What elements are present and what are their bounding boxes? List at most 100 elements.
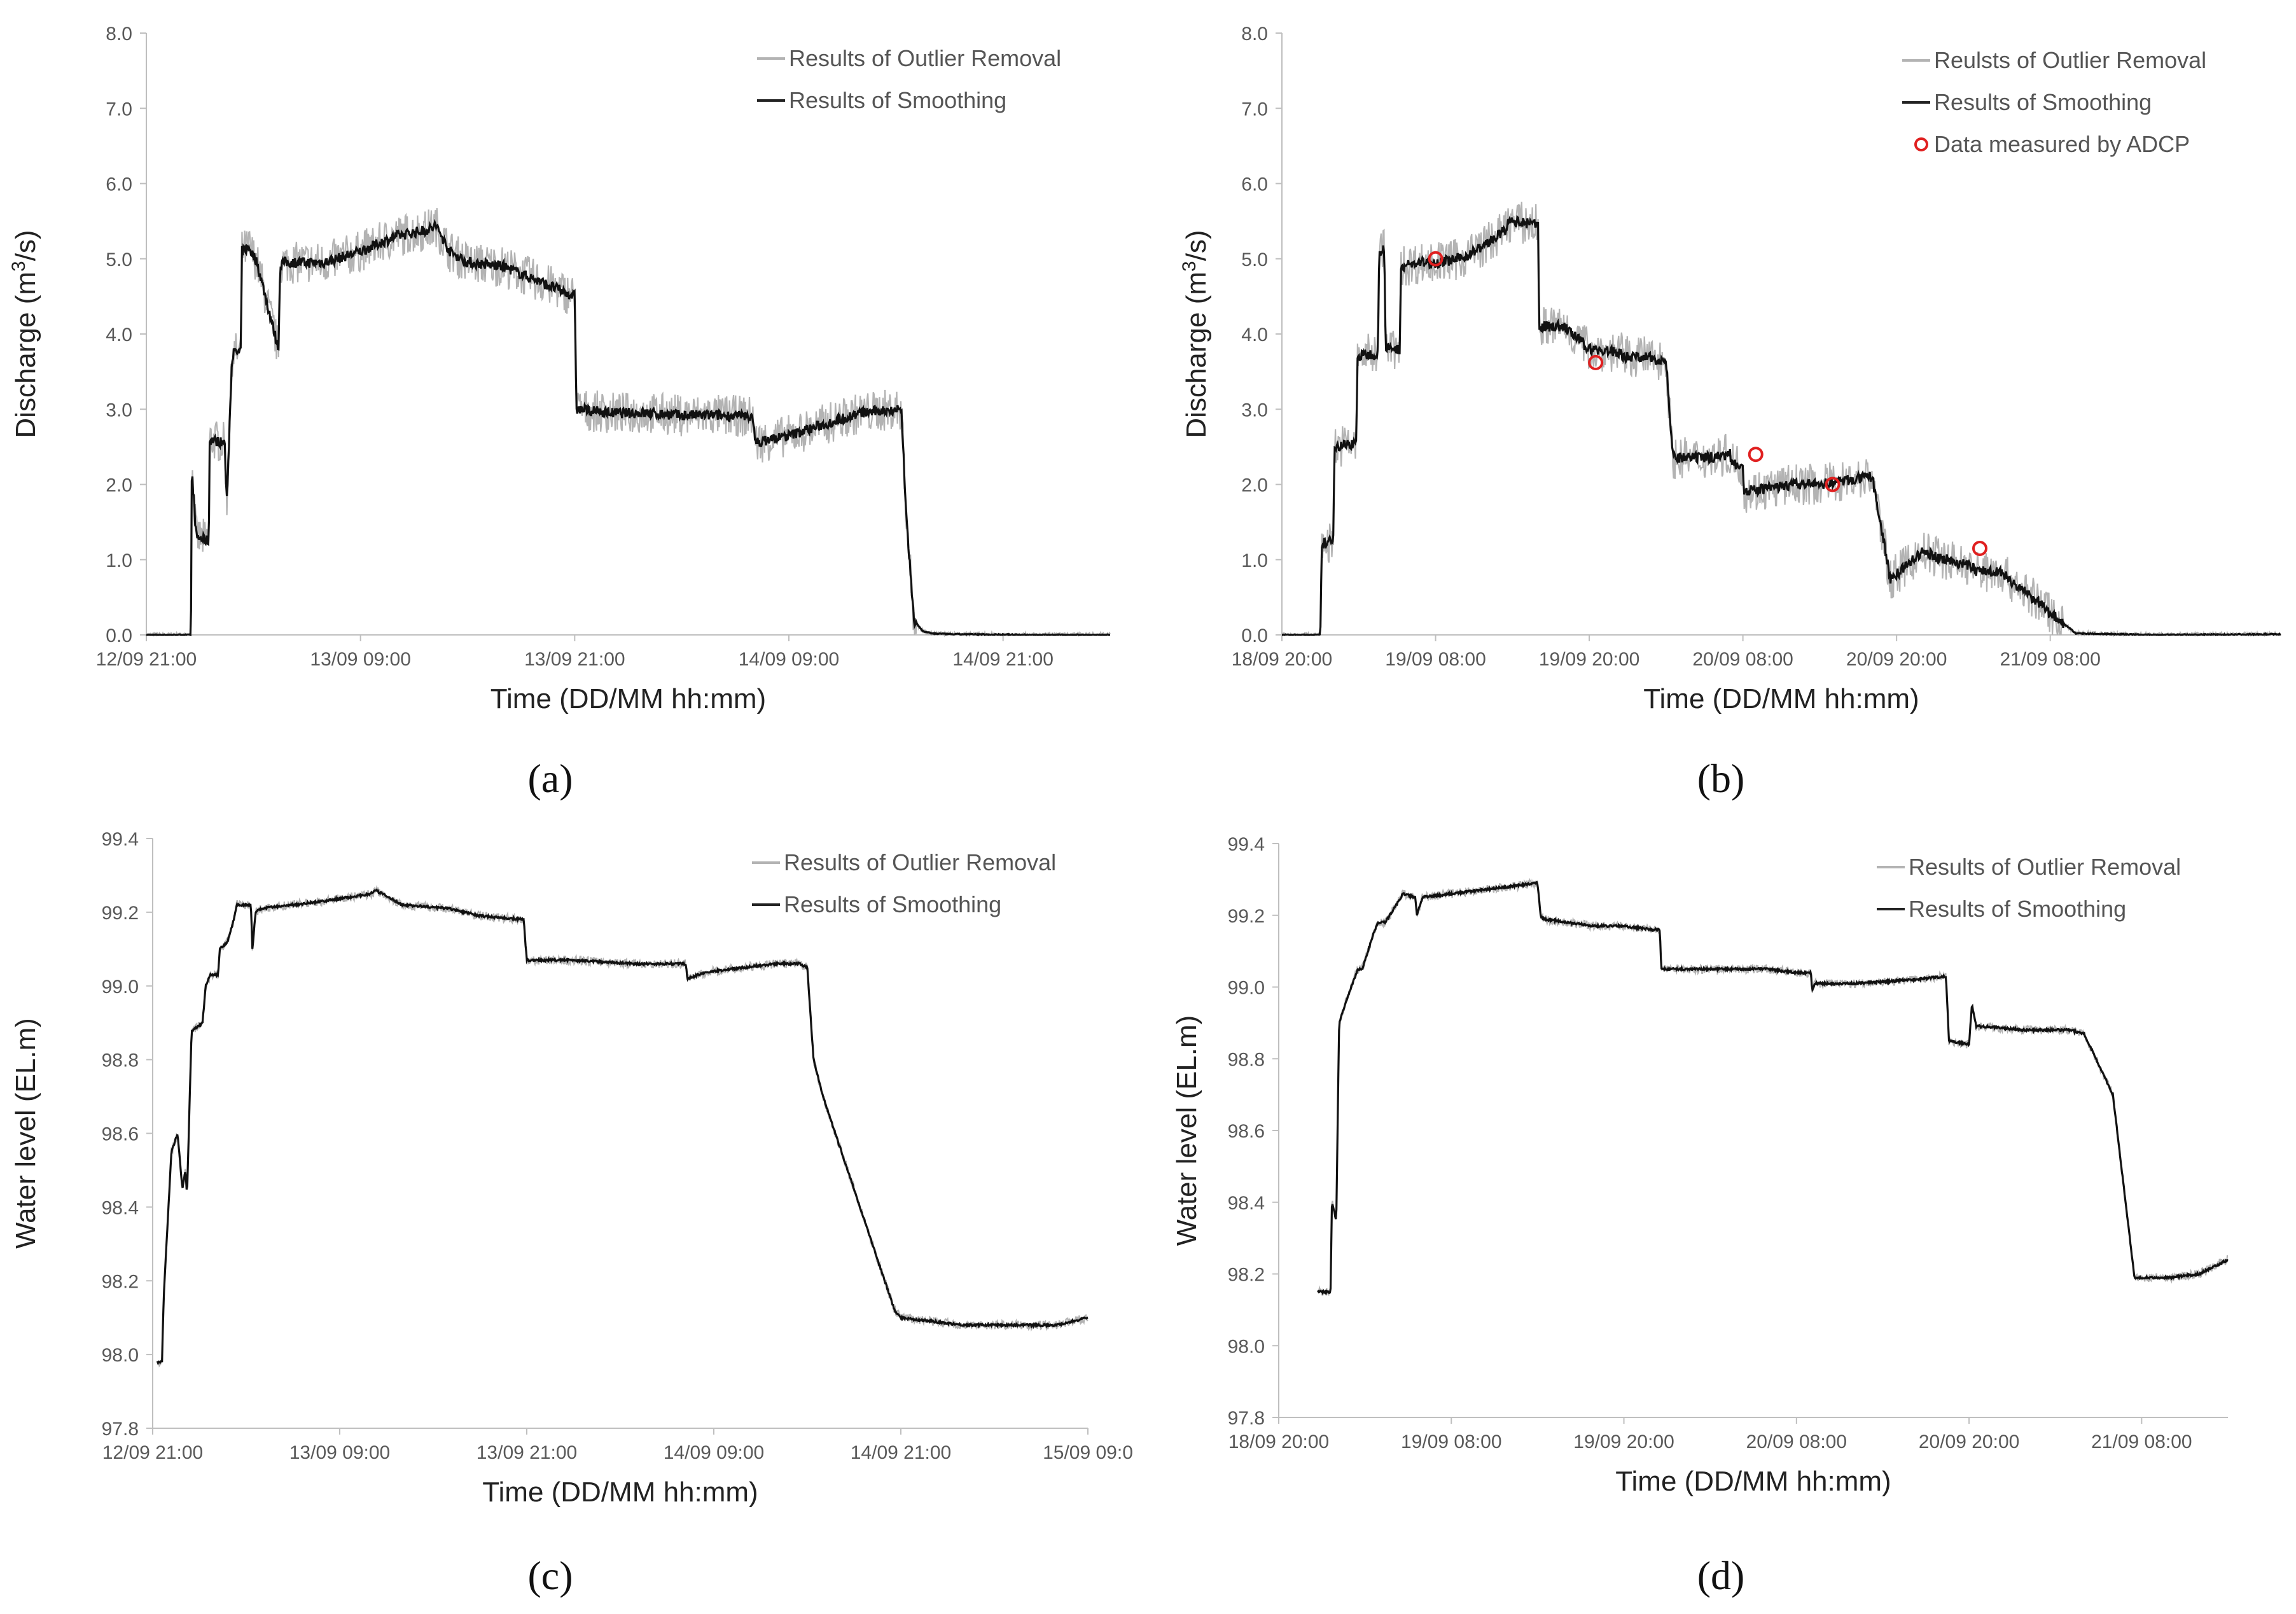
y-tick-label: 2.0	[1241, 475, 1268, 496]
x-tick-label: 20/09 20:00	[1919, 1431, 2019, 1452]
x-axis-label: Time (DD/MM hh:mm)	[1615, 1466, 1891, 1497]
series-smoothing-line	[1282, 214, 2281, 637]
x-axis-label: Time (DD/MM hh:mm)	[491, 683, 766, 714]
series-smoothing-line	[146, 218, 1110, 637]
legend-entry: Results of Smoothing	[1909, 896, 2126, 922]
y-tick-label: 98.0	[1228, 1336, 1265, 1357]
x-tick-label: 21/09 08:00	[2091, 1431, 2192, 1452]
y-tick-label: 6.0	[1241, 174, 1268, 195]
y-tick-label: 98.8	[1228, 1049, 1265, 1070]
legend: Results of Outlier Removal Results of Smo…	[757, 45, 1061, 113]
panel-letter: (b)	[1697, 756, 1745, 801]
x-tick-label: 14/09 21:00	[952, 649, 1053, 670]
y-tick-label: 99.0	[1228, 978, 1265, 999]
x-tick-label: 13/09 21:00	[524, 649, 625, 670]
y-tick-label: 98.2	[1228, 1265, 1265, 1286]
y-tick-label: 2.0	[106, 475, 132, 496]
y-axis-label: Discharge (m3/s)	[1179, 230, 1212, 438]
y-tick-label: 3.0	[106, 400, 132, 421]
x-tick-label: 13/09 21:00	[477, 1442, 577, 1463]
series-outlier-removal-line	[146, 208, 1111, 637]
x-tick-label: 18/09 20:00	[1232, 649, 1332, 670]
y-tick-label: 97.8	[102, 1419, 139, 1440]
legend-entry: Results of Outlier Removal	[789, 45, 1061, 71]
adcp-data-point	[1428, 251, 1444, 267]
y-tick-label: 99.4	[1228, 834, 1265, 855]
y-axis-label: Discharge (m3/s)	[8, 230, 41, 438]
x-tick-label: 18/09 20:00	[1228, 1431, 1329, 1452]
chart-panel-b: 0.0 1.0 2.0 3.0 4.0 5.0 6.0 7.0 8.0 18/09 20:00 19…	[1179, 24, 2281, 801]
legend-adcp-marker	[1914, 137, 1928, 151]
x-axis-label: Time (DD/MM hh:mm)	[1643, 683, 1919, 714]
x-tick-label: 14/09 09:00	[739, 649, 839, 670]
x-tick-label: 19/09 08:00	[1401, 1431, 1501, 1452]
legend-entry: Data measured by ADCP	[1934, 131, 2190, 157]
x-tick-label: 13/09 09:00	[310, 649, 410, 670]
x-tick-label: 14/09 09:00	[664, 1442, 764, 1463]
chart-panel-a: 0.0 1.0 2.0 3.0 4.0 5.0 6.0 7.0 8.0 12/09 21:00 13…	[8, 24, 1111, 801]
legend: Results of Outlier Removal Results of Smo…	[1877, 854, 2181, 922]
y-tick-label: 8.0	[106, 24, 132, 45]
adcp-data-point	[1972, 541, 1987, 557]
y-tick-label: 7.0	[1241, 99, 1268, 120]
y-tick-label: 98.0	[102, 1345, 139, 1366]
legend-entry: Results of Smoothing	[1934, 89, 2152, 115]
panel-letter: (d)	[1697, 1553, 1745, 1598]
y-tick-label: 97.8	[1228, 1408, 1265, 1429]
panel-letter: (a)	[527, 756, 573, 801]
x-tick-label: 20/09 08:00	[1746, 1431, 1847, 1452]
chart-panel-d: 97.8 98.0 98.2 98.4 98.6 98.8 99.0 99.2 99.4 18/0…	[1171, 834, 2229, 1598]
panel-letter: (c)	[527, 1553, 573, 1598]
legend: Results of Outlier Removal Results of Smo…	[752, 849, 1056, 917]
y-tick-label: 7.0	[106, 99, 132, 120]
series-smoothing-line	[1316, 880, 2229, 1297]
y-tick-label: 98.4	[1228, 1193, 1265, 1214]
y-tick-label: 5.0	[106, 249, 132, 270]
y-tick-label: 8.0	[1241, 24, 1268, 45]
y-tick-label: 98.6	[102, 1124, 139, 1145]
x-tick-label: 14/09 21:00	[851, 1442, 951, 1463]
y-tick-label: 1.0	[1241, 550, 1268, 571]
y-tick-label: 5.0	[1241, 249, 1268, 270]
y-tick-label: 0.0	[106, 625, 132, 646]
chart-panel-c: 97.8 98.0 98.2 98.4 98.6 98.8 99.0 99.2 99.4 12/0…	[10, 829, 1133, 1598]
legend-entry: Results of Outlier Removal	[1909, 854, 2181, 880]
y-tick-label: 98.6	[1228, 1121, 1265, 1142]
y-tick-label: 99.2	[1228, 906, 1265, 927]
x-tick-label: 21/09 08:00	[2000, 649, 2100, 670]
y-tick-label: 4.0	[1241, 324, 1268, 345]
y-axis-label: Water level (EL.m)	[1171, 1015, 1202, 1246]
x-tick-label: 12/09 21:00	[102, 1442, 203, 1463]
series-outlier-removal-line	[157, 884, 1089, 1368]
adcp-data-point	[1588, 354, 1604, 370]
y-tick-label: 98.2	[102, 1271, 139, 1292]
series-smoothing-line	[156, 888, 1089, 1366]
y-axis-label: Water level (EL.m)	[10, 1018, 41, 1249]
x-tick-label: 19/09 20:00	[1573, 1431, 1674, 1452]
adcp-data-point	[1748, 447, 1764, 463]
y-tick-label: 99.2	[102, 903, 139, 924]
x-tick-label: 12/09 21:00	[96, 649, 197, 670]
y-tick-label: 0.0	[1241, 625, 1268, 646]
legend-entry: Results of Smoothing	[789, 87, 1006, 113]
legend-entry: Results of Smoothing	[784, 891, 1001, 917]
y-tick-label: 98.8	[102, 1050, 139, 1071]
x-axis-label: Time (DD/MM hh:mm)	[482, 1477, 758, 1508]
y-tick-label: 6.0	[106, 174, 132, 195]
y-tick-label: 99.0	[102, 977, 139, 998]
x-tick-label: 20/09 20:00	[1846, 649, 1947, 670]
legend-entry: Results of Outlier Removal	[784, 849, 1056, 875]
legend: Reulsts of Outlier Removal Results of Smo…	[1902, 47, 2206, 157]
y-tick-label: 99.4	[102, 829, 139, 850]
x-tick-label: 13/09 09:00	[289, 1442, 390, 1463]
x-tick-label: 15/09 09:0	[1043, 1442, 1133, 1463]
adcp-data-point	[1825, 477, 1840, 492]
x-tick-label: 20/09 08:00	[1692, 649, 1793, 670]
x-tick-label: 19/09 08:00	[1385, 649, 1485, 670]
y-tick-label: 1.0	[106, 550, 132, 571]
y-tick-label: 4.0	[106, 324, 132, 345]
y-tick-label: 3.0	[1241, 400, 1268, 421]
x-tick-label: 19/09 20:00	[1539, 649, 1639, 670]
legend-entry: Reulsts of Outlier Removal	[1934, 47, 2206, 73]
